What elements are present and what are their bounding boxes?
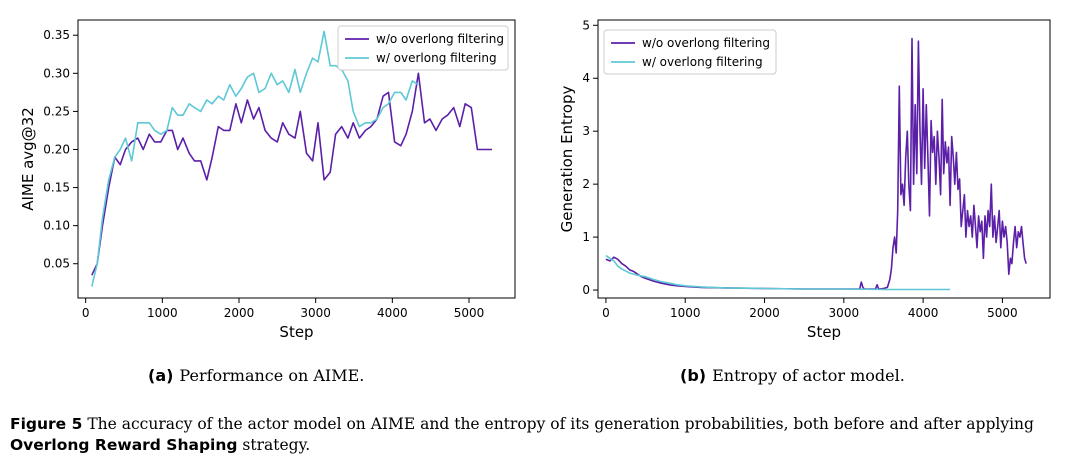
x-axis-label: Step [807,323,841,341]
legend-label-1: w/o overlong filtering [642,36,770,50]
x-tick-label: 5000 [987,306,1018,320]
legend-label-2: w/ overlong filtering [376,51,497,65]
plot-frame [77,19,516,299]
x-tick-label: 2000 [749,306,780,320]
x-tick-label: 3000 [300,306,331,320]
series-line-1 [91,72,492,276]
y-tick-label: 5 [582,18,590,32]
x-tick-label: 5000 [454,306,485,320]
x-tick-label: 3000 [829,306,860,320]
legend-box [603,29,777,75]
x-tick-label: 1000 [670,306,701,320]
x-axis-label: Step [279,323,313,341]
legend: w/o overlong filtering w/ overlong filter… [337,25,509,71]
y-tick-label: 0.05 [43,257,70,271]
subcaption-a: (a) Performance on AIME. [148,366,364,385]
figure-caption: Figure 5 The accuracy of the actor model… [10,414,1072,456]
y-axis-label: Generation Entropy [558,86,576,233]
subcaption-a-letter: (a) [148,366,174,385]
y-tick-label: 4 [582,71,590,85]
series-line-1 [605,37,1027,290]
caption-text-1: The accuracy of the actor model on AIME … [87,415,1034,433]
y-tick-label: 0 [582,283,590,297]
x-tick-label: 4000 [377,306,408,320]
y-tick-label: 0.35 [43,28,70,42]
figure: 0 1000 2000 3000 4000 5000 0.05 0.10 0.15 0.20 0.2… [19,18,1051,341]
y-tick-label: 0.30 [43,66,70,80]
plot-frame [597,19,1051,299]
y-tick-label: 0.25 [43,104,70,118]
chart-aime-performance: 0 1000 2000 3000 4000 5000 0.05 0.10 0.15 0.20 0.2… [19,19,516,341]
subcaption-a-text: Performance on AIME. [179,366,365,385]
y-tick-label: 1 [582,230,590,244]
legend-label-1: w/o overlong filtering [376,32,504,46]
y-tick-label: 3 [582,124,590,138]
chart-generation-entropy: 0 1000 2000 3000 4000 5000 0 1 2 3 4 5 Step Generatio… [558,18,1051,341]
y-axis-label: AIME avg@32 [19,107,37,211]
y-tick-label: 0.10 [43,219,70,233]
series-line-2 [91,30,419,287]
y-tick-label: 0.20 [43,142,70,156]
subcaption-b: (b) Entropy of actor model. [680,366,905,385]
x-tick-label: 2000 [224,306,255,320]
caption-text-2: strategy. [237,436,311,454]
x-tick-label: 0 [602,306,610,320]
series-line-2 [605,254,951,291]
x-tick-label: 4000 [908,306,939,320]
subcaption-b-text: Entropy of actor model. [712,366,905,385]
caption-label: Figure 5 [10,415,83,433]
legend-label-2: w/ overlong filtering [642,55,763,69]
y-tick-label: 0.15 [43,181,70,195]
caption-bold-term: Overlong Reward Shaping [10,436,238,454]
x-tick-label: 1000 [147,306,178,320]
y-tick-label: 2 [582,177,590,191]
legend: w/o overlong filtering w/ overlong filter… [603,29,777,75]
subcaption-b-letter: (b) [680,366,707,385]
legend-box [337,25,509,71]
x-tick-label: 0 [82,306,90,320]
